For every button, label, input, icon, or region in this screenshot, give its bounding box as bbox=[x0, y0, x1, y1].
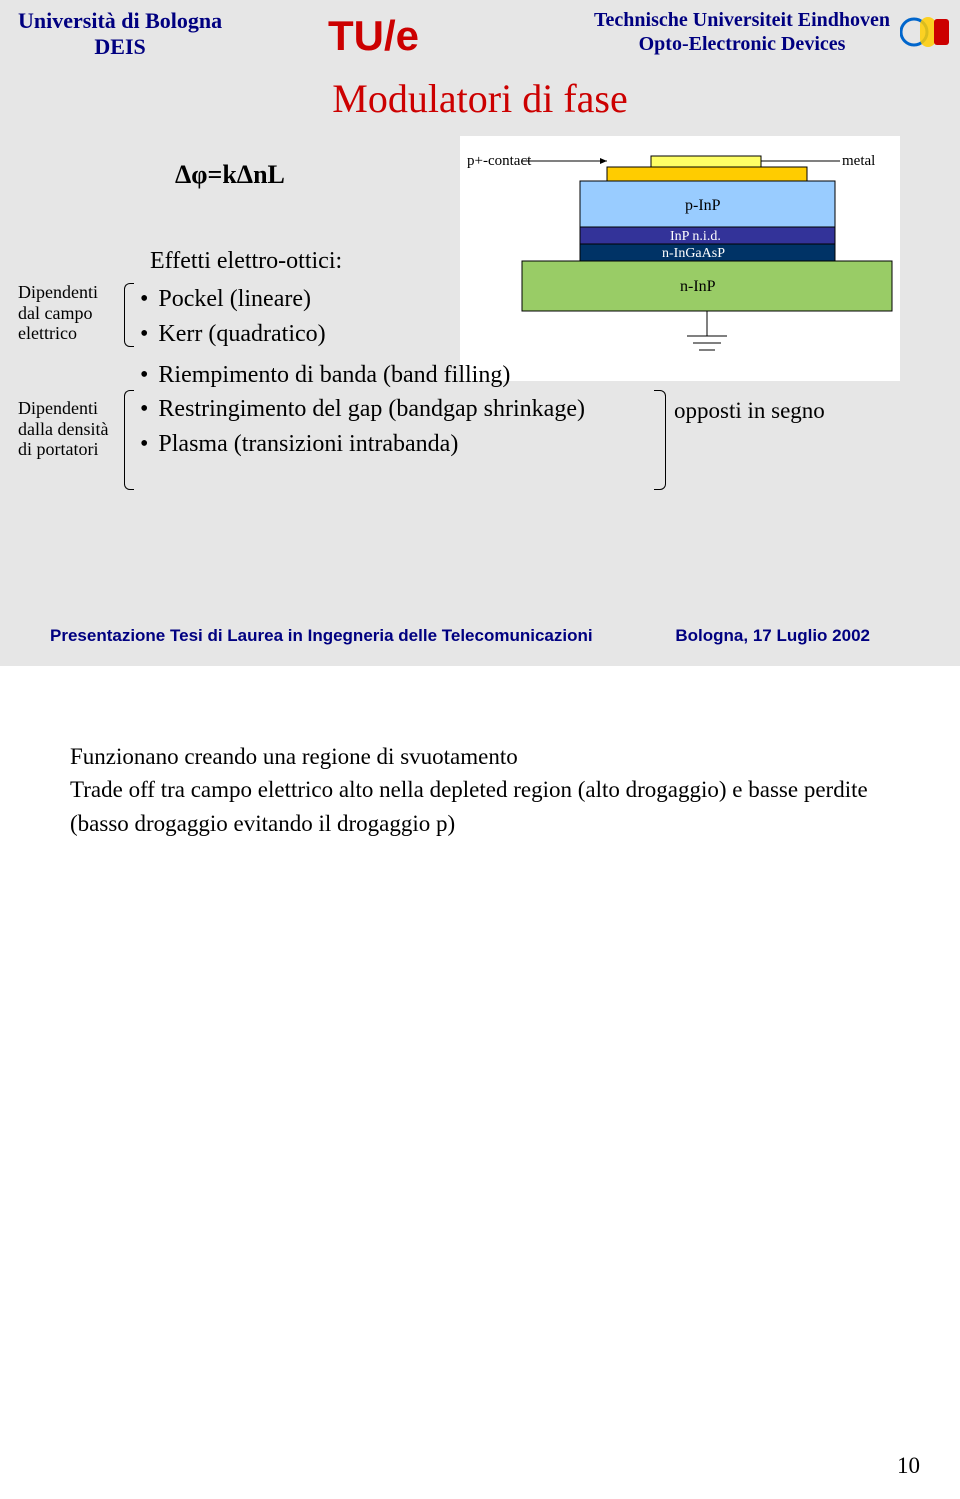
bracket-icon bbox=[654, 390, 666, 490]
notes-text: Funzionano creando una regione di svuota… bbox=[70, 740, 890, 840]
oed-logo-icon bbox=[900, 10, 952, 54]
svg-text:n-InP: n-InP bbox=[680, 278, 716, 295]
effect-item: Restringimento del gap (bandgap shrinkag… bbox=[140, 392, 585, 427]
header-left: Università di Bologna DEIS bbox=[18, 8, 222, 61]
footer-right: Bologna, 17 Luglio 2002 bbox=[675, 626, 870, 646]
port-l2: dalla densità bbox=[18, 419, 108, 439]
notes-line2: Trade off tra campo elettrico alto nella… bbox=[70, 773, 890, 840]
label-campo: Dipendenti dal campo elettrico bbox=[18, 282, 98, 344]
svg-text:n-InGaAsP: n-InGaAsP bbox=[662, 246, 725, 261]
effect-item: Kerr (quadratico) bbox=[140, 317, 585, 352]
slide-container: Università di Bologna DEIS TU/e Technisc… bbox=[0, 0, 960, 666]
effect-item: Plasma (transizioni intrabanda) bbox=[140, 427, 585, 462]
uni-right-1: Technische Universiteit Eindhoven bbox=[594, 9, 890, 31]
notes-line1: Funzionano creando una regione di svuota… bbox=[70, 740, 890, 773]
tue-tu: TU bbox=[328, 12, 384, 59]
campo-l2: dal campo bbox=[18, 303, 92, 323]
tue-slash: / bbox=[384, 12, 396, 59]
opposti-label: opposti in segno bbox=[674, 398, 825, 424]
campo-l1: Dipendenti bbox=[18, 282, 98, 302]
svg-text:p-InP: p-InP bbox=[685, 197, 721, 214]
formula: Δφ=kΔnL bbox=[175, 160, 285, 190]
header-right: Technische Universiteit Eindhoven Opto-E… bbox=[594, 8, 890, 56]
effect-item: Riempimento di banda (band filling) bbox=[140, 358, 585, 393]
port-l3: di portatori bbox=[18, 439, 98, 459]
svg-text:metal: metal bbox=[842, 153, 875, 169]
footer-left: Presentazione Tesi di Laurea in Ingegner… bbox=[50, 626, 593, 646]
campo-l3: elettrico bbox=[18, 323, 77, 343]
uni-left-1: Università di Bologna bbox=[18, 8, 222, 33]
slide-title: Modulatori di fase bbox=[0, 75, 960, 122]
effects-heading: Effetti elettro-ottici: bbox=[150, 248, 342, 275]
svg-text:p+-contact: p+-contact bbox=[467, 153, 532, 169]
bracket-icon bbox=[124, 283, 134, 347]
bracket-icon bbox=[124, 390, 134, 490]
uni-left-2: DEIS bbox=[94, 34, 145, 59]
tue-e: e bbox=[396, 12, 419, 59]
tue-logo: TU/e bbox=[328, 12, 419, 60]
label-portatori: Dipendenti dalla densità di portatori bbox=[18, 398, 108, 460]
port-l1: Dipendenti bbox=[18, 398, 98, 418]
uni-right-2: Opto-Electronic Devices bbox=[639, 33, 846, 55]
svg-text:InP n.i.d.: InP n.i.d. bbox=[670, 229, 721, 244]
page-number: 10 bbox=[897, 1453, 920, 1479]
effect-item: Pockel (lineare) bbox=[140, 282, 585, 317]
effects-list: Pockel (lineare) Kerr (quadratico) Riemp… bbox=[140, 282, 585, 462]
